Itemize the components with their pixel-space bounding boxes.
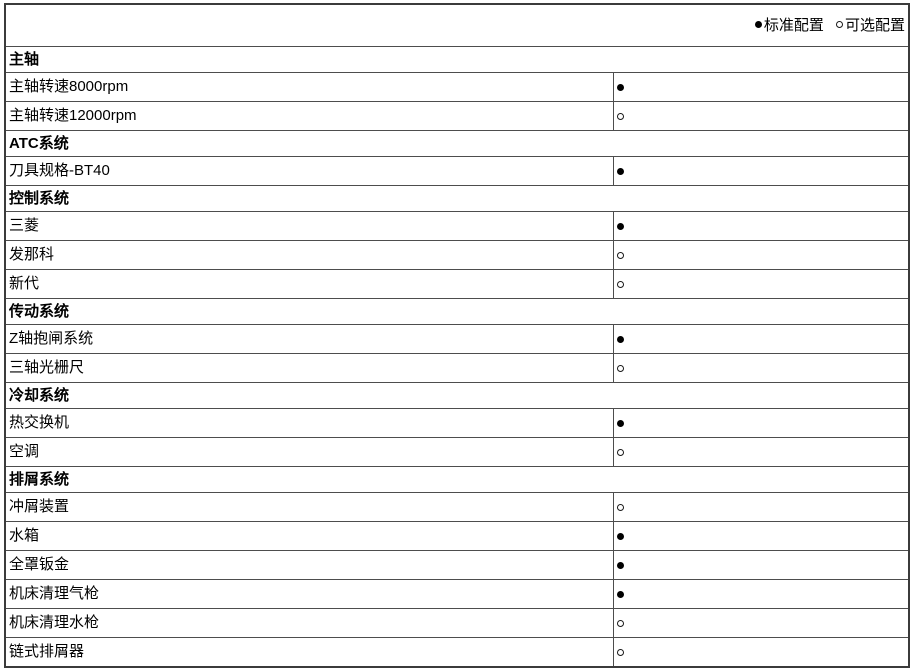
config-status-cell [612, 240, 910, 270]
config-item-label: 刀具规格-BT40 [4, 156, 614, 186]
config-row: 三菱 [4, 211, 910, 241]
config-item-label: 新代 [4, 269, 614, 299]
standard-marker-icon [616, 167, 624, 175]
optional-marker-icon [616, 112, 624, 120]
config-item-label: 主轴转速12000rpm [4, 101, 614, 131]
config-item-label: 主轴转速8000rpm [4, 72, 614, 102]
config-row: 三轴光栅尺 [4, 353, 910, 383]
config-status-cell [612, 608, 910, 638]
config-status-cell [612, 492, 910, 522]
config-status-cell [612, 72, 910, 102]
config-status-cell [612, 408, 910, 438]
section-header-row: 排屑系统 [4, 466, 910, 493]
legend-optional-label: 可选配置 [845, 16, 906, 34]
config-item-label: 三菱 [4, 211, 614, 241]
config-item-label: 冲屑装置 [4, 492, 614, 522]
optional-marker-icon [616, 648, 624, 656]
legend-item-standard: 标准配置 [754, 16, 824, 34]
config-row: 热交换机 [4, 408, 910, 438]
legend-standard-label: 标准配置 [763, 16, 824, 34]
config-item-label: 三轴光栅尺 [4, 353, 614, 383]
optional-marker-icon [616, 619, 624, 627]
section-header-row: 传动系统 [4, 298, 910, 325]
legend-row: 标准配置 可选配置 [4, 3, 910, 47]
config-row: 机床清理水枪 [4, 608, 910, 638]
config-row: 刀具规格-BT40 [4, 156, 910, 186]
optional-marker-icon [616, 280, 624, 288]
legend-item-optional: 可选配置 [836, 17, 905, 34]
standard-marker-icon [616, 83, 624, 91]
section-title: 控制系统 [4, 185, 910, 212]
section-title: 主轴 [4, 46, 910, 73]
standard-marker-icon [616, 590, 624, 598]
section-header-row: 控制系统 [4, 185, 910, 212]
config-status-cell [612, 353, 910, 383]
section-header-row: 冷却系统 [4, 382, 910, 409]
standard-marker-icon [616, 561, 624, 569]
config-row: 新代 [4, 269, 910, 299]
section-header-row: ATC系统 [4, 130, 910, 157]
optional-marker-icon [616, 503, 624, 511]
config-status-cell [612, 579, 910, 609]
config-row: 全罩钣金 [4, 550, 910, 580]
config-item-label: 链式排屑器 [4, 637, 614, 668]
config-row: Z轴抱闸系统 [4, 324, 910, 354]
standard-marker-icon [754, 21, 762, 29]
configuration-table: 标准配置 可选配置 主轴 主轴转速8000rpm 主轴转速12000rpm ATC系统… [4, 3, 911, 668]
optional-marker-icon [836, 21, 843, 29]
standard-marker-icon [616, 532, 624, 540]
config-status-cell [612, 550, 910, 580]
config-status-cell [612, 637, 910, 668]
config-status-cell [612, 324, 910, 354]
config-row: 主轴转速8000rpm [4, 72, 910, 102]
config-status-cell [612, 269, 910, 299]
config-row: 发那科 [4, 240, 910, 270]
section-header-row: 主轴 [4, 46, 910, 73]
config-row: 空调 [4, 437, 910, 467]
config-status-cell [612, 521, 910, 551]
section-title: 冷却系统 [4, 382, 910, 409]
config-row: 主轴转速12000rpm [4, 101, 910, 131]
config-item-label: 机床清理水枪 [4, 608, 614, 638]
standard-marker-icon [616, 335, 624, 343]
section-title: ATC系统 [4, 130, 910, 157]
config-row: 机床清理气枪 [4, 579, 910, 609]
config-row: 水箱 [4, 521, 910, 551]
standard-marker-icon [616, 222, 624, 230]
optional-marker-icon [616, 364, 624, 372]
config-item-label: 热交换机 [4, 408, 614, 438]
standard-marker-icon [616, 419, 624, 427]
config-status-cell [612, 437, 910, 467]
config-item-label: 机床清理气枪 [4, 579, 614, 609]
config-item-label: 空调 [4, 437, 614, 467]
config-item-label: 水箱 [4, 521, 614, 551]
config-status-cell [612, 156, 910, 186]
optional-marker-icon [616, 251, 624, 259]
config-item-label: 全罩钣金 [4, 550, 614, 580]
section-title: 排屑系统 [4, 466, 910, 493]
section-title: 传动系统 [4, 298, 910, 325]
config-row: 冲屑装置 [4, 492, 910, 522]
config-table-body: 标准配置 可选配置 主轴 主轴转速8000rpm 主轴转速12000rpm ATC系统… [4, 3, 910, 668]
config-row: 链式排屑器 [4, 637, 910, 668]
config-item-label: Z轴抱闸系统 [4, 324, 614, 354]
config-status-cell [612, 101, 910, 131]
optional-marker-icon [616, 448, 624, 456]
config-item-label: 发那科 [4, 240, 614, 270]
legend-cell: 标准配置 可选配置 [4, 3, 910, 47]
config-status-cell [612, 211, 910, 241]
